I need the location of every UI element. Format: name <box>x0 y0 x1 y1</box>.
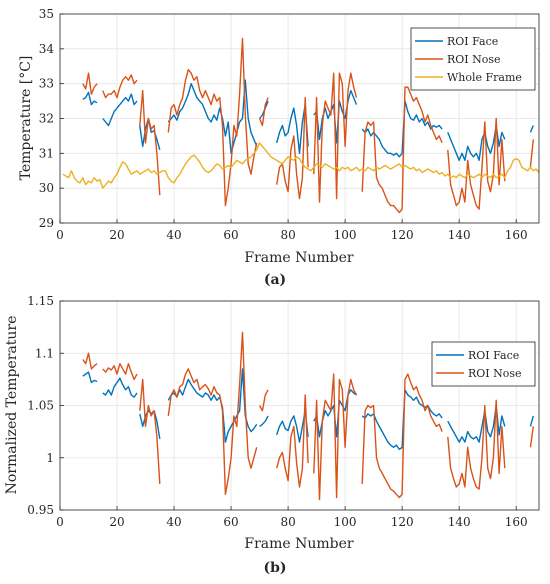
y-tick-label: 0.95 <box>27 503 54 517</box>
series-line-segment <box>447 117 506 210</box>
series-line-segment <box>62 142 540 189</box>
y-tick-label: 32 <box>39 112 54 126</box>
x-tick-label: 0 <box>56 515 64 529</box>
series-line-segment <box>82 352 98 370</box>
series-line-segment <box>313 72 358 203</box>
legend-box <box>431 341 536 387</box>
series-line-segment <box>529 415 534 427</box>
y-ticks-b: 0.95 1 1.05 1.1 1.15 <box>27 294 64 517</box>
series-line-segment <box>529 426 534 448</box>
y-tick-label: 30 <box>39 181 54 195</box>
legend-label: Whole Frame <box>447 71 522 84</box>
y-tick-label: 31 <box>39 146 54 160</box>
x-tick-label: 20 <box>109 228 124 242</box>
subfigure-label-b: (b) <box>263 560 286 576</box>
x-ticks-b: 0 20 40 60 80 100 120 140 160 <box>56 506 528 529</box>
x-tick-label: 60 <box>223 515 238 529</box>
x-tick-label: 100 <box>334 228 357 242</box>
y-tick-label: 1.1 <box>35 346 54 360</box>
series-line-segment <box>258 389 269 412</box>
series-line-segment <box>361 86 443 214</box>
legend-label: ROI Nose <box>468 367 522 380</box>
series-line-segment <box>276 103 309 155</box>
series-line-segment <box>102 74 138 99</box>
series-line-segment <box>82 371 98 384</box>
legend-label: ROI Nose <box>447 53 501 66</box>
series-line-segment <box>167 79 258 155</box>
x-tick-label: 140 <box>448 228 471 242</box>
chart-panel-b: 0 20 40 60 80 100 120 140 160 0.95 1 1.05 1.1 1.15 R… <box>4 294 540 576</box>
series-line-segment <box>361 100 443 158</box>
series-line-segment <box>447 399 506 490</box>
y-tick-label: 33 <box>39 77 54 91</box>
series-line-segment <box>258 97 269 127</box>
chart-panel-a: 0 20 40 60 80 100 120 140 160 29 30 31 32 33 34 35 ROI… <box>18 7 540 288</box>
x-ticks-a: 0 20 40 60 80 100 120 140 160 <box>56 219 528 242</box>
x-axis-label-b: Frame Number <box>244 536 354 552</box>
series-line-segment <box>102 93 138 127</box>
series-line-segment <box>276 394 309 488</box>
y-tick-label: 29 <box>39 216 54 230</box>
legend-label: ROI Face <box>447 35 498 48</box>
y-tick-label: 1.15 <box>27 294 54 308</box>
x-tick-label: 100 <box>334 515 357 529</box>
series-line-segment <box>139 89 161 196</box>
x-tick-label: 0 <box>56 228 64 242</box>
x-tick-label: 20 <box>109 515 124 529</box>
subfigure-label-a: (a) <box>264 272 286 288</box>
series-line-segment <box>82 72 98 95</box>
x-tick-label: 60 <box>223 228 238 242</box>
series-line-segment <box>139 378 161 484</box>
series-lines-a <box>62 37 540 214</box>
plot-frame-b <box>59 300 540 511</box>
y-axis-label-a: Temperature [°C] <box>18 56 34 181</box>
y-tick-label: 35 <box>39 7 54 21</box>
series-roi-nose <box>82 331 534 501</box>
series-line-segment <box>82 91 98 106</box>
series-whole-frame <box>62 142 540 189</box>
x-tick-label: 120 <box>391 515 414 529</box>
x-tick-label: 80 <box>280 515 295 529</box>
y-axis-label-b: Normalized Temperature <box>4 316 20 495</box>
series-line-segment <box>361 373 443 499</box>
legend-a: ROI Face ROI Nose Whole Frame <box>410 27 536 91</box>
series-lines-b <box>82 331 534 501</box>
series-line-segment <box>313 373 358 501</box>
series-line-segment <box>102 363 138 381</box>
x-tick-label: 80 <box>280 228 295 242</box>
x-tick-label: 140 <box>448 515 471 529</box>
x-tick-label: 160 <box>505 228 528 242</box>
x-tick-label: 160 <box>505 515 528 529</box>
series-line-segment <box>167 37 258 207</box>
series-line-segment <box>167 331 258 495</box>
x-tick-label: 40 <box>166 228 181 242</box>
series-line-segment <box>276 410 309 443</box>
series-line-segment <box>102 377 138 398</box>
y-tick-label: 1.05 <box>27 399 54 413</box>
y-tick-label: 34 <box>39 42 55 56</box>
x-tick-label: 120 <box>391 228 414 242</box>
plot-frame-a <box>59 13 540 224</box>
x-tick-label: 40 <box>166 515 181 529</box>
legend-b: ROI Face ROI Nose <box>431 341 536 387</box>
y-tick-label: 1 <box>46 451 54 465</box>
series-line-segment <box>529 139 534 168</box>
series-line-segment <box>167 368 258 443</box>
x-axis-label-a: Frame Number <box>244 250 354 266</box>
series-line-segment <box>259 415 269 427</box>
series-line-segment <box>529 125 534 133</box>
y-ticks-a: 29 30 31 32 33 34 35 <box>39 7 64 230</box>
legend-label: ROI Face <box>468 349 519 362</box>
